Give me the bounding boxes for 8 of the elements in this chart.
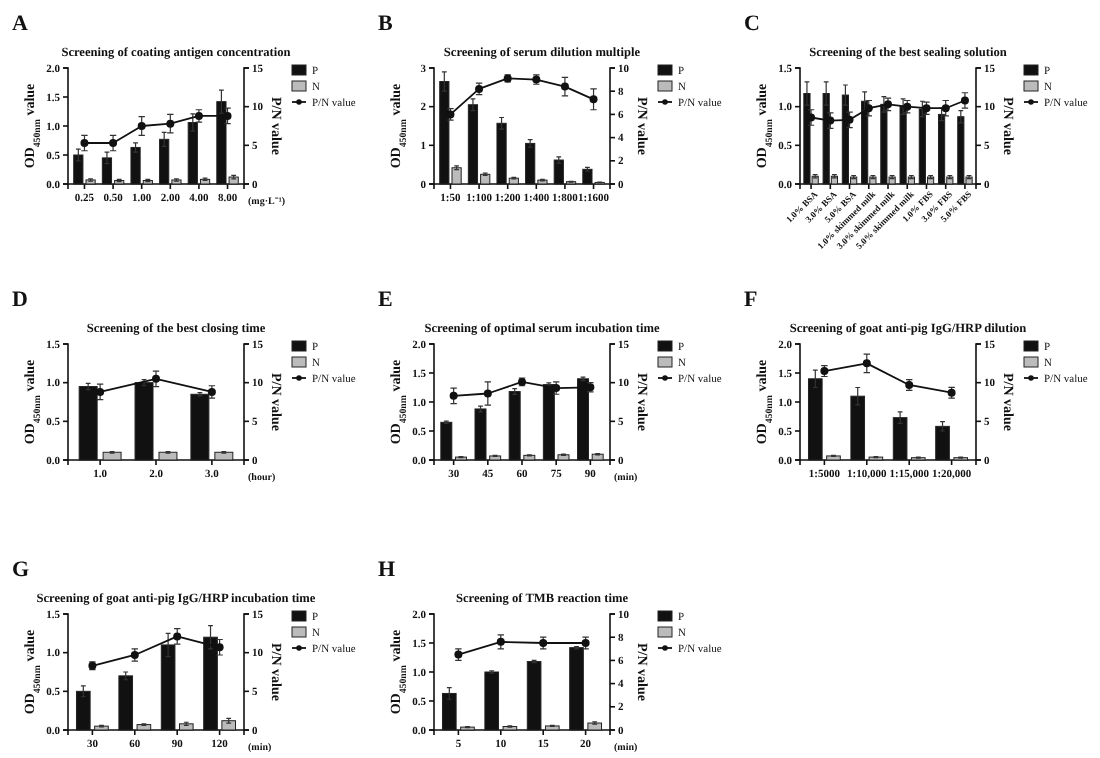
- text: C: [744, 12, 760, 36]
- text: D: [12, 288, 28, 312]
- text: B: [378, 12, 394, 36]
- text: F: [744, 288, 758, 312]
- text: A: [12, 12, 28, 36]
- text: H: [378, 558, 396, 582]
- text: G: [12, 558, 30, 582]
- text: E: [378, 288, 393, 312]
